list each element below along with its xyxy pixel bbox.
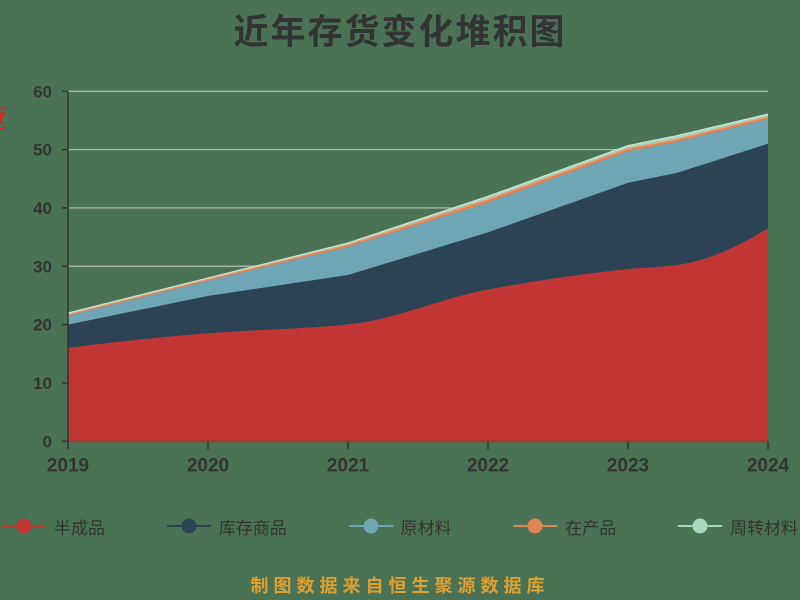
svg-text:30: 30: [33, 257, 52, 276]
svg-text:20: 20: [33, 316, 52, 335]
svg-text:2019: 2019: [47, 455, 89, 476]
svg-text:10: 10: [33, 374, 52, 393]
svg-text:2021: 2021: [327, 455, 370, 476]
svg-text:40: 40: [33, 199, 52, 218]
svg-text:0: 0: [43, 432, 52, 451]
svg-text:2020: 2020: [187, 455, 229, 476]
svg-text:2024: 2024: [747, 455, 790, 476]
svg-text:50: 50: [33, 141, 52, 160]
svg-text:2023: 2023: [607, 455, 649, 476]
svg-text:2022: 2022: [467, 455, 509, 476]
svg-text:60: 60: [33, 82, 52, 101]
